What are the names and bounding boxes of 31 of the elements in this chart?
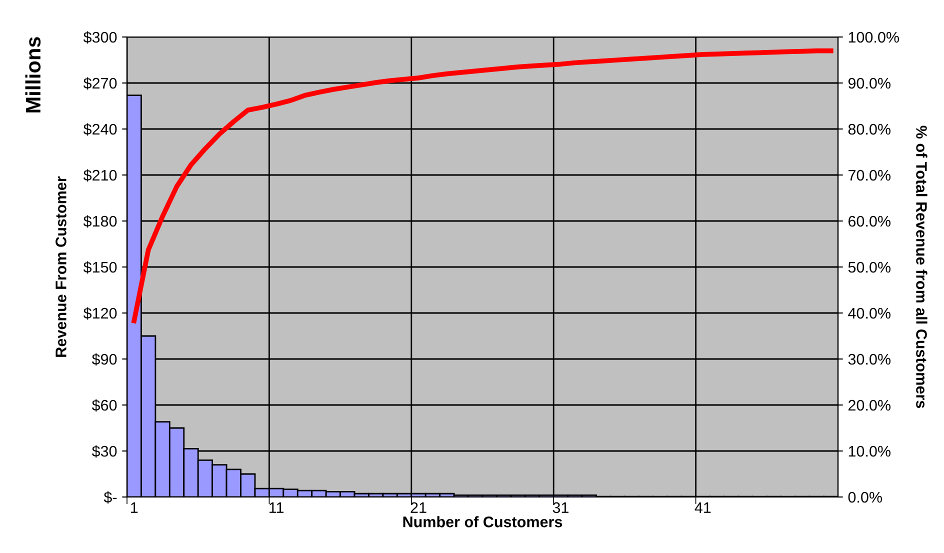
y2-tick-label: 20.0% (848, 400, 890, 411)
y-tick-label: $90 (92, 353, 117, 366)
y-tick-label: $300 (83, 31, 117, 44)
y-tick-label: $240 (83, 123, 117, 136)
y-tick-label: $180 (83, 215, 117, 228)
y-axis-title: Revenue From Customer (56, 176, 66, 357)
y2-tick-label: 30.0% (848, 354, 890, 365)
y-tick-label: $270 (83, 77, 117, 90)
x-tick-label: 31 (552, 502, 568, 514)
y-tick-label: $60 (92, 399, 117, 412)
x-axis-title: Number of Customers (403, 516, 562, 528)
y2-tick-label: 10.0% (848, 446, 890, 457)
x-tick-label: 21 (410, 502, 426, 513)
y2-axis-title: % of Total Revenue from all Customers (916, 126, 928, 408)
x-tick-label: 1 (131, 502, 138, 513)
x-tick-label: 41 (694, 502, 711, 513)
y2-tick-label: 40.0% (848, 308, 890, 319)
y-tick-label: $210 (83, 169, 117, 182)
y-tick-label: $150 (83, 261, 117, 274)
y2-tick-label: 50.0% (848, 262, 890, 273)
y-tick-label: $- (104, 491, 117, 504)
y2-tick-label: 90.0% (848, 78, 890, 89)
y-tick-label: $120 (83, 307, 117, 320)
y2-tick-label: 100.0% (848, 32, 899, 43)
y2-tick-label: 0.0% (848, 492, 882, 503)
x-tick-label: 11 (270, 502, 284, 513)
y2-tick-label: 80.0% (848, 124, 890, 135)
text: Millions (25, 37, 41, 112)
y-tick-label: $30 (92, 445, 117, 458)
y2-tick-label: 60.0% (848, 216, 890, 227)
y2-tick-label: 70.0% (848, 170, 890, 181)
